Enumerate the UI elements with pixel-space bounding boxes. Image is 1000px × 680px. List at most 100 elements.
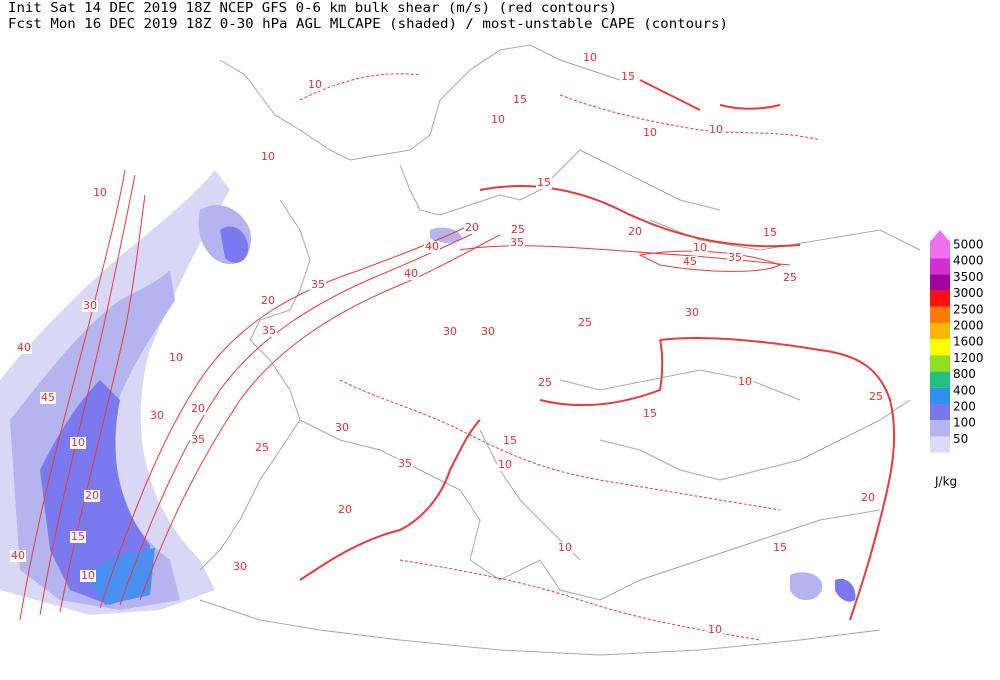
legend-swatch bbox=[930, 339, 950, 356]
legend-unit: J/kg bbox=[934, 475, 957, 489]
contour-label: 40 bbox=[404, 267, 418, 280]
contour-label: 10 bbox=[738, 375, 752, 388]
legend-label: 800 bbox=[953, 367, 976, 381]
label-bg bbox=[10, 550, 26, 562]
label-bg bbox=[692, 242, 708, 254]
contour-label: 15 bbox=[643, 407, 657, 420]
label-bg bbox=[772, 542, 788, 554]
legend-swatch bbox=[930, 387, 950, 404]
contour-label: 20 bbox=[191, 402, 205, 415]
label-bg bbox=[868, 391, 884, 403]
label-bg bbox=[168, 352, 184, 364]
contour-label: 10 bbox=[498, 458, 512, 471]
label-bg bbox=[502, 435, 518, 447]
contour-label: 20 bbox=[261, 294, 275, 307]
contour-label: 35 bbox=[262, 324, 276, 337]
label-bg bbox=[557, 542, 573, 554]
label-bg bbox=[682, 256, 698, 268]
legend-label: 2000 bbox=[953, 319, 984, 333]
label-bg bbox=[80, 570, 96, 582]
contour-label: 15 bbox=[71, 530, 85, 543]
legend-swatch bbox=[930, 404, 950, 421]
legend-label: 3000 bbox=[953, 286, 984, 300]
contour-label: 10 bbox=[93, 186, 107, 199]
contour-label: 20 bbox=[85, 489, 99, 502]
contour-label: 35 bbox=[311, 278, 325, 291]
contour-label: 10 bbox=[308, 78, 322, 91]
label-bg bbox=[442, 326, 458, 338]
label-bg bbox=[84, 490, 100, 502]
shear-contours bbox=[19, 73, 896, 641]
legend-swatch bbox=[930, 258, 950, 275]
contour-label: 20 bbox=[465, 221, 479, 234]
legend-swatch bbox=[930, 290, 950, 307]
label-bg bbox=[260, 151, 276, 163]
label-bg bbox=[190, 403, 206, 415]
label-bg bbox=[307, 79, 323, 91]
contour-label: 30 bbox=[685, 306, 699, 319]
label-bg bbox=[260, 295, 276, 307]
label-bg bbox=[497, 459, 513, 471]
contour-label: 15 bbox=[773, 541, 787, 554]
label-bg bbox=[424, 241, 440, 253]
contour-label: 10 bbox=[491, 113, 505, 126]
contour-label: 35 bbox=[510, 236, 524, 249]
contour-label: 30 bbox=[150, 409, 164, 422]
label-bg bbox=[464, 222, 480, 234]
label-bg bbox=[254, 442, 270, 454]
legend-label: 400 bbox=[953, 383, 976, 397]
label-bg bbox=[620, 71, 636, 83]
label-bg bbox=[334, 422, 350, 434]
legend-swatch bbox=[930, 420, 950, 437]
label-bg bbox=[537, 377, 553, 389]
contour-label: 30 bbox=[335, 421, 349, 434]
contour-label: 10 bbox=[709, 123, 723, 136]
contour-label: 30 bbox=[481, 325, 495, 338]
legend-arrow bbox=[930, 230, 950, 242]
contour-label: 10 bbox=[71, 436, 85, 449]
contour-label: 10 bbox=[81, 569, 95, 582]
contour-label: 25 bbox=[783, 271, 797, 284]
legend-label: 3500 bbox=[953, 270, 984, 284]
legend-swatch bbox=[930, 355, 950, 372]
legend-label: 5000 bbox=[953, 238, 984, 252]
label-bg bbox=[727, 252, 743, 264]
legend-label: 200 bbox=[953, 400, 976, 414]
label-bg bbox=[512, 94, 528, 106]
contour-label: 15 bbox=[763, 226, 777, 239]
label-bg bbox=[190, 434, 206, 446]
contour-label: 10 bbox=[708, 623, 722, 636]
label-bg bbox=[684, 307, 700, 319]
label-bg bbox=[70, 437, 86, 449]
contour-label: 30 bbox=[443, 325, 457, 338]
contour-label: 25 bbox=[869, 390, 883, 403]
legend-swatch bbox=[930, 242, 950, 259]
legend-swatch bbox=[930, 436, 950, 453]
label-bg bbox=[510, 224, 526, 236]
contour-label: 15 bbox=[513, 93, 527, 106]
legend-swatch bbox=[930, 371, 950, 388]
contour-label: 20 bbox=[861, 491, 875, 504]
legend-label: 1200 bbox=[953, 351, 984, 365]
label-bg bbox=[149, 410, 165, 422]
label-bg bbox=[490, 114, 506, 126]
contour-label: 35 bbox=[191, 433, 205, 446]
label-bg bbox=[480, 326, 496, 338]
label-bg bbox=[860, 492, 876, 504]
contour-label: 40 bbox=[425, 240, 439, 253]
label-bg bbox=[310, 279, 326, 291]
contour-label: 10 bbox=[583, 51, 597, 64]
contour-label: 25 bbox=[538, 376, 552, 389]
label-bg bbox=[577, 317, 593, 329]
label-bg bbox=[627, 226, 643, 238]
contour-label: 40 bbox=[17, 341, 31, 354]
label-bg bbox=[403, 268, 419, 280]
contour-label: 15 bbox=[503, 434, 517, 447]
legend-label: 1600 bbox=[953, 335, 984, 349]
contour-label: 30 bbox=[233, 560, 247, 573]
legend-label: 100 bbox=[953, 416, 976, 430]
contour-label: 25 bbox=[255, 441, 269, 454]
label-bg bbox=[397, 458, 413, 470]
label-bg bbox=[261, 325, 277, 337]
contour-label: 30 bbox=[83, 299, 97, 312]
